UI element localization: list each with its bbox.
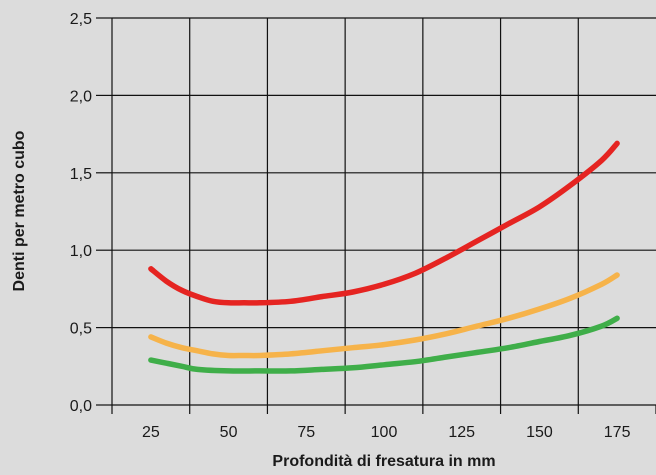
x-tick-label: 125 bbox=[448, 424, 475, 441]
series-line-orange bbox=[148, 272, 620, 359]
series-line-red bbox=[148, 140, 620, 306]
series-group bbox=[148, 140, 620, 374]
y-tick-label: 2,5 bbox=[70, 11, 92, 28]
series-line-green bbox=[148, 315, 620, 374]
x-tick-label: 50 bbox=[220, 424, 238, 441]
y-tick-label: 1,5 bbox=[70, 166, 92, 183]
x-tick-label: 175 bbox=[604, 424, 631, 441]
y-axis-label: Denti per metro cubo bbox=[11, 130, 28, 291]
x-tick-label: 25 bbox=[142, 424, 160, 441]
x-tick-labels: 25 50 75 100 125 150 175 bbox=[142, 424, 631, 441]
x-axis-label: Profondità di fresatura in mm bbox=[272, 453, 495, 470]
x-tick-label: 150 bbox=[526, 424, 553, 441]
y-tick-label: 0,0 bbox=[70, 398, 92, 415]
y-tick-labels: 0,0 0,5 1,0 1,5 2,0 2,5 bbox=[70, 11, 92, 415]
x-tick-label: 100 bbox=[371, 424, 398, 441]
x-tick-label: 75 bbox=[297, 424, 315, 441]
plot-area bbox=[112, 18, 656, 405]
y-tick-label: 2,0 bbox=[70, 88, 92, 105]
gridlines bbox=[112, 17, 656, 405]
y-tick-label: 1,0 bbox=[70, 243, 92, 260]
y-tick-label: 0,5 bbox=[70, 321, 92, 338]
axes bbox=[96, 17, 656, 414]
